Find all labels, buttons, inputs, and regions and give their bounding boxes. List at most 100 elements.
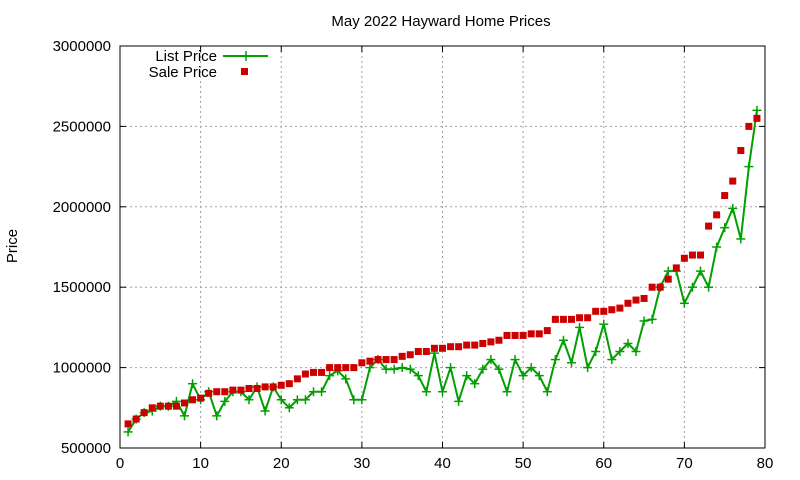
point-sale-price [439, 344, 446, 352]
point-sale-price [213, 388, 221, 396]
point-sale-price [245, 385, 253, 393]
point-list-price [244, 395, 254, 405]
point-sale-price [342, 364, 350, 372]
point-sale-price [721, 192, 729, 200]
point-list-price [413, 371, 423, 381]
point-sale-price [285, 380, 293, 388]
point-list-price [325, 371, 335, 381]
point-sale-price [664, 275, 672, 283]
x-tick-label: 80 [757, 455, 774, 472]
point-sale-price [318, 368, 326, 376]
point-sale-price [688, 251, 696, 259]
point-sale-price [729, 177, 737, 185]
legend-marker-list-price [241, 51, 251, 61]
point-sale-price [495, 336, 503, 344]
point-list-price [421, 387, 431, 397]
point-list-price [631, 347, 641, 357]
point-sale-price [503, 331, 511, 339]
point-list-price [599, 319, 609, 329]
point-sale-price [455, 343, 463, 351]
point-sale-price [551, 315, 559, 323]
point-list-price [292, 395, 302, 405]
point-sale-price [463, 341, 471, 349]
point-list-price [607, 355, 617, 365]
legend-marker-sale-price [241, 68, 248, 75]
point-list-price [542, 387, 552, 397]
point-sale-price [148, 404, 156, 412]
point-sale-price [205, 389, 213, 397]
point-list-price [687, 282, 697, 292]
x-tick-label: 10 [192, 455, 209, 472]
point-sale-price [132, 415, 140, 423]
point-list-price [558, 335, 568, 345]
point-sale-price [713, 211, 721, 219]
point-sale-price [511, 331, 519, 339]
point-list-price [389, 364, 399, 374]
point-sale-price [310, 368, 317, 376]
point-sale-price [559, 315, 567, 323]
point-sale-price [164, 402, 172, 410]
point-sale-price [261, 383, 269, 391]
point-sale-price [753, 114, 761, 122]
point-sale-price [697, 251, 704, 259]
point-sale-price [487, 338, 495, 346]
point-sale-price [568, 315, 575, 323]
point-list-price [728, 203, 738, 213]
point-sale-price [398, 352, 406, 360]
point-sale-price [189, 396, 197, 404]
x-tick-label: 50 [515, 455, 532, 472]
y-tick-label: 1000000 [53, 360, 111, 377]
point-sale-price [543, 327, 551, 335]
point-list-price [341, 374, 351, 384]
point-sale-price [237, 386, 245, 394]
point-sale-price [221, 388, 229, 396]
point-sale-price [229, 386, 237, 394]
point-sale-price [181, 399, 188, 407]
x-tick-label: 70 [676, 455, 693, 472]
point-sale-price [414, 348, 422, 356]
point-list-price [639, 316, 649, 326]
chart-title: May 2022 Hayward Home Prices [331, 13, 550, 30]
point-list-price [510, 355, 520, 365]
point-list-price [260, 406, 270, 416]
point-list-price [550, 355, 560, 365]
point-sale-price [600, 307, 608, 315]
point-list-price [317, 387, 327, 397]
point-sale-price [640, 294, 648, 302]
y-tick-label: 2500000 [53, 118, 111, 135]
point-sale-price [382, 356, 390, 364]
point-list-price [188, 379, 198, 389]
point-sale-price [350, 364, 358, 372]
point-sale-price [334, 364, 342, 372]
point-sale-price [422, 348, 430, 356]
point-sale-price [527, 330, 535, 338]
point-list-price [615, 347, 625, 357]
point-sale-price [326, 364, 334, 372]
y-tick-label: 3000000 [53, 38, 111, 55]
point-list-price [575, 322, 585, 332]
point-sale-price [616, 304, 624, 312]
point-sale-price [592, 307, 600, 315]
point-sale-price [648, 283, 656, 291]
point-sale-price [172, 402, 180, 410]
point-list-price [704, 282, 714, 292]
point-list-price [526, 363, 536, 373]
point-list-price [438, 387, 447, 397]
legend: List Price Sale Price [149, 48, 268, 81]
point-sale-price [124, 420, 132, 428]
point-list-price [349, 395, 359, 405]
x-tick-label: 40 [434, 455, 451, 472]
point-sale-price [366, 357, 374, 365]
point-list-price [276, 395, 286, 405]
point-sale-price [293, 375, 301, 383]
plot-frame [119, 45, 766, 449]
point-list-price [744, 162, 754, 172]
point-sale-price [737, 147, 745, 155]
point-sale-price [406, 351, 414, 359]
point-list-price [663, 266, 673, 276]
point-sale-price [624, 299, 632, 307]
point-sale-price [672, 264, 680, 272]
legend-label-list-price: List Price [155, 48, 217, 65]
point-list-price [720, 223, 730, 233]
